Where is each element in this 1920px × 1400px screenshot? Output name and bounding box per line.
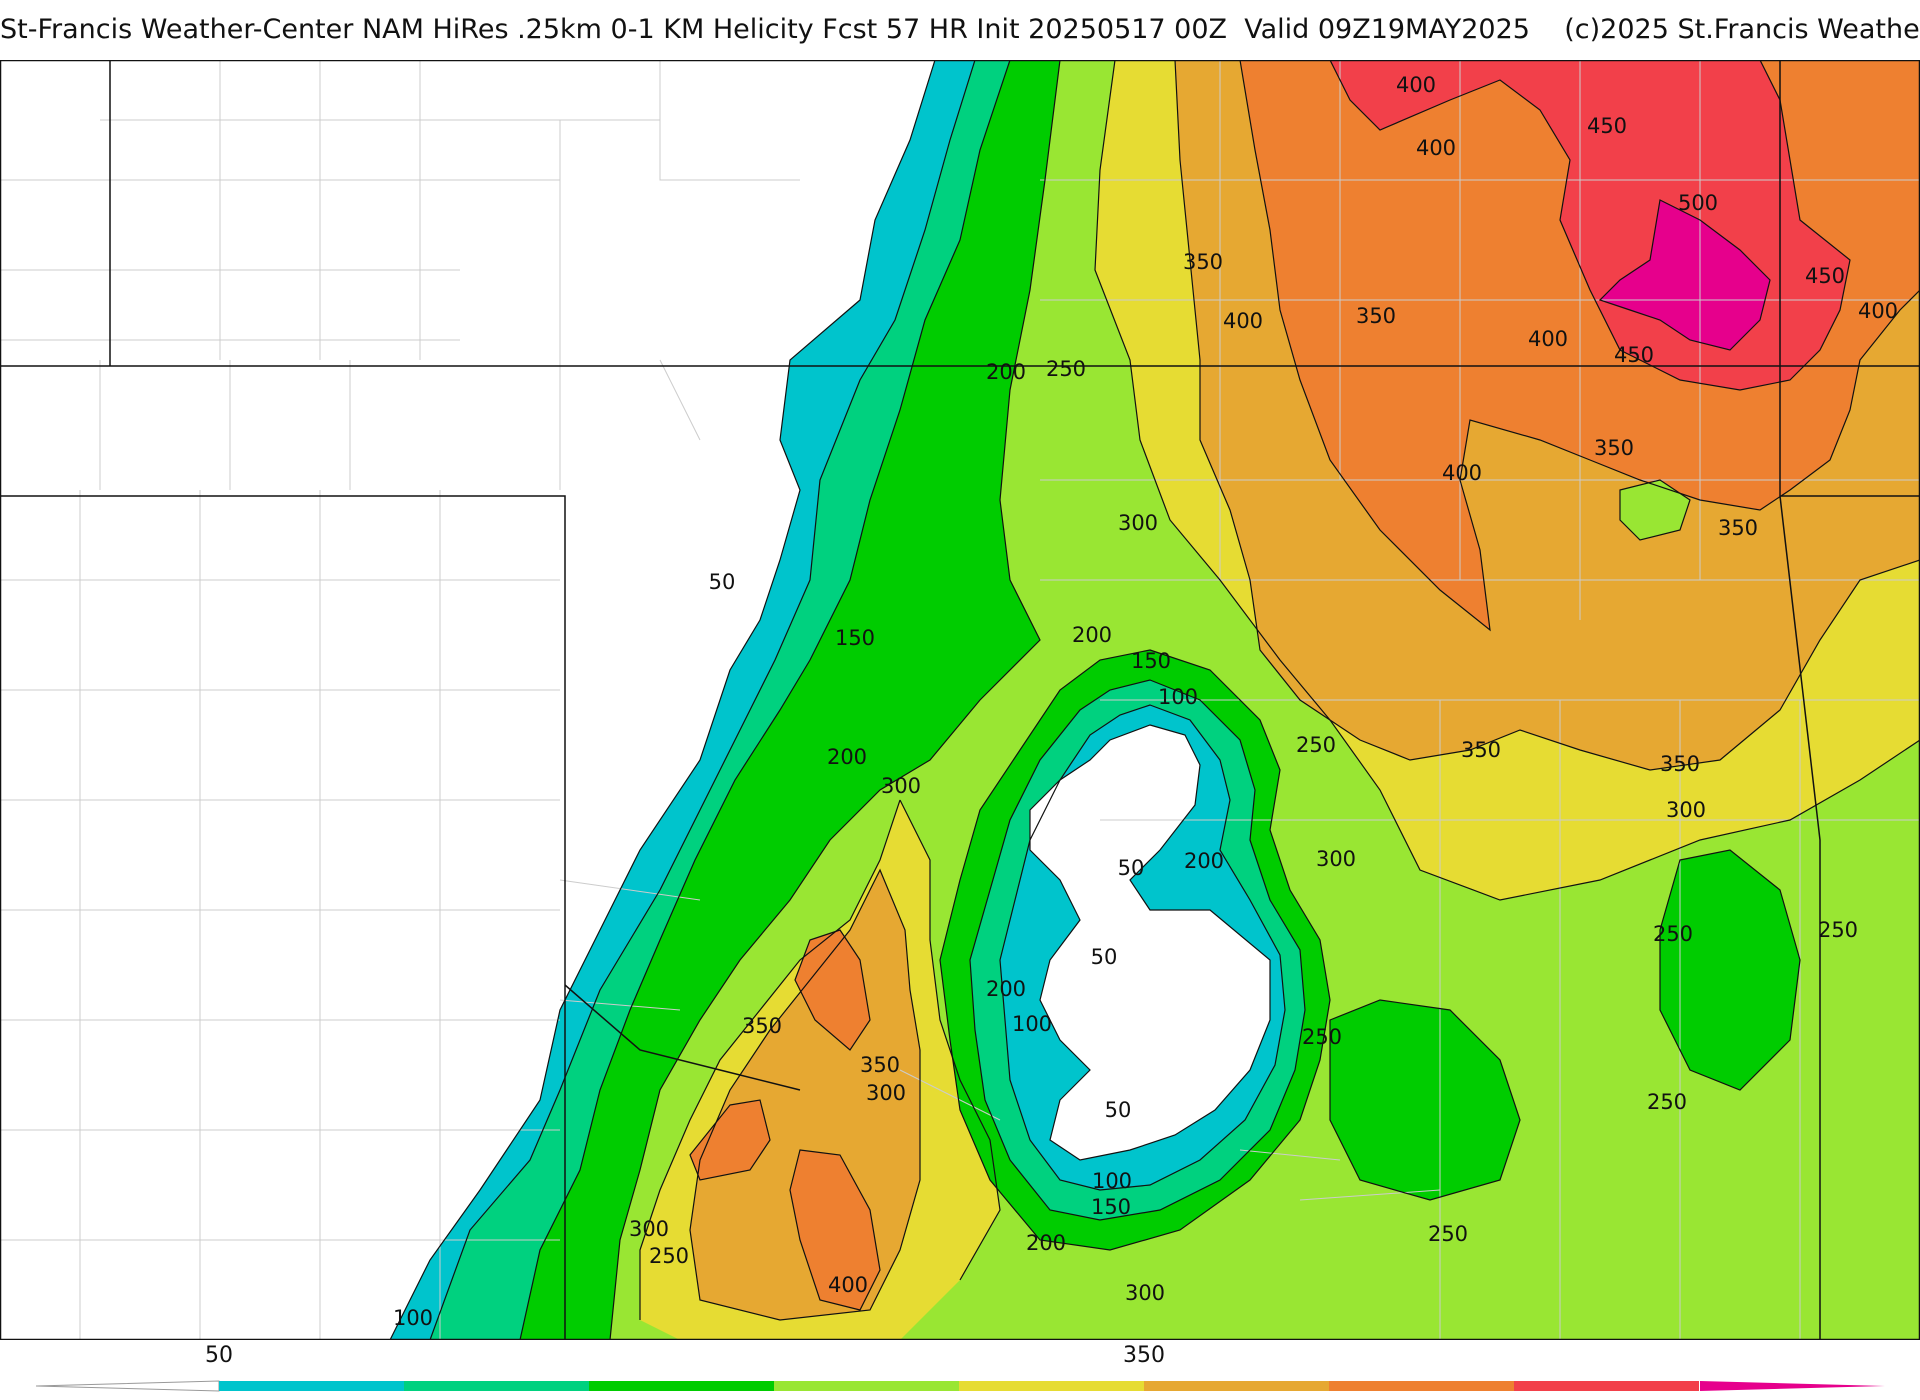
contour-label: 50 — [1091, 945, 1118, 969]
contour-label: 400 — [1858, 299, 1898, 323]
contour-label: 50 — [709, 570, 736, 594]
legend-swatch — [404, 1381, 589, 1391]
contour-label: 300 — [629, 1217, 669, 1241]
contour-label: 450 — [1805, 264, 1845, 288]
contour-label: 250 — [1428, 1222, 1468, 1246]
band-400-southwest-c — [790, 1150, 880, 1310]
band-400-southwest-b — [690, 1100, 770, 1180]
contour-label: 350 — [1356, 304, 1396, 328]
legend-arrow-high — [1700, 1381, 1885, 1391]
contour-label: 100 — [1012, 1012, 1052, 1036]
contour-label: 100 — [393, 1306, 433, 1330]
legend-swatch — [1329, 1381, 1514, 1391]
contour-label: 50 — [1105, 1098, 1132, 1122]
state-border-west — [0, 495, 566, 1340]
contour-label: 400 — [1442, 461, 1482, 485]
band-400-southwest-a — [795, 930, 870, 1050]
contour-label: 350 — [1718, 516, 1758, 540]
contour-label: 200 — [827, 745, 867, 769]
contour-label: 400 — [828, 1273, 868, 1297]
contour-label: 350 — [742, 1014, 782, 1038]
contour-label: 450 — [1587, 114, 1627, 138]
patch-150-se — [1330, 1000, 1520, 1200]
legend-swatch — [219, 1381, 404, 1391]
legend-tick-label: 50 — [205, 1343, 233, 1368]
state-border-north — [0, 60, 1920, 367]
contour-label: 450 — [1614, 343, 1654, 367]
contour-label: 200 — [1026, 1231, 1066, 1255]
contour-label: 400 — [1528, 327, 1568, 351]
state-border-south — [564, 984, 801, 1091]
map-title: St-Francis Weather-Center NAM HiRes .25k… — [0, 14, 1920, 45]
legend-swatches — [219, 1381, 1699, 1391]
contour-label: 250 — [1653, 922, 1693, 946]
contour-label: 150 — [1091, 1195, 1131, 1219]
legend-tick-label: 350 — [1123, 1343, 1165, 1368]
legend-swatch — [589, 1381, 774, 1391]
contour-lines — [389, 60, 1920, 1340]
contour-label: 300 — [1125, 1281, 1165, 1305]
contour-label: 400 — [1416, 136, 1456, 160]
contour-label: 300 — [1316, 847, 1356, 871]
contour-label: 250 — [1296, 733, 1336, 757]
contour-label: 350 — [860, 1053, 900, 1077]
contour-label: 200 — [986, 977, 1026, 1001]
contour-label: 350 — [1183, 250, 1223, 274]
state-border-east — [1779, 60, 1920, 1340]
contour-label: 200 — [1072, 623, 1112, 647]
contour-label: 350 — [1660, 752, 1700, 776]
helicity-map: 400 450 400 500 450 400 350 400 350 400 … — [0, 60, 1920, 1340]
contour-label: 200 — [986, 360, 1026, 384]
legend-swatch — [959, 1381, 1144, 1391]
contour-label-layer: 400 450 400 500 450 400 350 400 350 400 … — [393, 73, 1898, 1330]
contour-label: 500 — [1678, 191, 1718, 215]
contour-label: 400 — [1396, 73, 1436, 97]
contour-label: 250 — [1046, 357, 1086, 381]
contour-label: 300 — [1118, 511, 1158, 535]
contour-label: 50 — [1118, 856, 1145, 880]
contour-label: 350 — [1461, 738, 1501, 762]
legend-arrow-low — [35, 1380, 220, 1392]
contour-label: 250 — [1818, 918, 1858, 942]
contour-label: 350 — [1594, 436, 1634, 460]
contour-label: 200 — [1184, 849, 1224, 873]
low-helicity-area — [1030, 725, 1270, 1160]
contour-label: 250 — [1302, 1025, 1342, 1049]
legend-swatch — [1514, 1381, 1699, 1391]
contour-label: 150 — [835, 626, 875, 650]
patch-150-se-b — [1660, 850, 1800, 1090]
boundary-lines — [0, 60, 1920, 1340]
contour-label: 400 — [1223, 309, 1263, 333]
contour-label: 250 — [649, 1244, 689, 1268]
contour-label: 100 — [1092, 1169, 1132, 1193]
contour-label: 300 — [881, 774, 921, 798]
contour-label: 300 — [866, 1081, 906, 1105]
legend-swatch — [774, 1381, 959, 1391]
legend-swatch — [1144, 1381, 1329, 1391]
band-500 — [1600, 200, 1770, 350]
contour-label: 100 — [1158, 685, 1198, 709]
contour-label: 150 — [1131, 649, 1171, 673]
color-legend: 50 350 — [35, 1343, 1885, 1392]
contour-label: 300 — [1666, 798, 1706, 822]
contour-label: 250 — [1647, 1090, 1687, 1114]
patch-250-east — [1620, 480, 1690, 540]
